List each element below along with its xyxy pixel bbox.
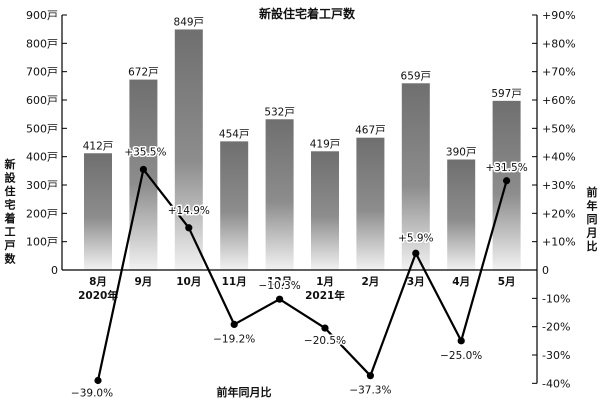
bar: [401, 83, 430, 271]
bar: [129, 79, 158, 270]
yoy-value-label: −10.3%: [259, 280, 301, 292]
category-label: 1月: [316, 276, 334, 288]
right-tick-label: -30%: [542, 349, 570, 362]
category-year-label: 2021年: [305, 289, 345, 302]
bar: [84, 153, 112, 270]
left-tick-label: 400戸: [26, 151, 58, 164]
bar: [447, 159, 476, 270]
left-tick-label: 500戸: [26, 122, 58, 135]
right-axis-title: 前年同月比: [586, 185, 598, 253]
bar: [220, 141, 249, 270]
category-label: 9月: [134, 276, 152, 288]
bar-value-label: 659戸: [401, 70, 432, 82]
labels-layer: 412戸 672戸 849戸 454戸 532戸 419戸 467戸 659戸 390戸 597戸…: [69, 16, 529, 401]
side-titles: 新設住宅着工戸数 前年同月比: [4, 157, 598, 266]
yoy-value-label: +35.5%: [124, 146, 166, 158]
yoy-point: [321, 324, 329, 332]
bar: [492, 100, 521, 270]
yoy-point: [185, 224, 193, 232]
axes-layer: 0 100戸 200戸 300戸 400戸 500戸 600戸 700戸 800戸 900戸 -40…: [26, 9, 576, 390]
category-label: 4月: [452, 276, 470, 288]
yoy-point: [139, 165, 147, 174]
bar-value-label: 467戸: [355, 125, 386, 137]
bar: [311, 151, 339, 270]
bar: [265, 119, 294, 271]
bars-layer: [84, 29, 521, 271]
left-tick-label: 900戸: [26, 9, 58, 22]
category-label: 3月: [407, 276, 425, 288]
right-tick-label: 0: [542, 264, 549, 277]
yoy-point: [230, 320, 238, 328]
yoy-line: [96, 168, 508, 381]
right-tick-label: +90%: [542, 9, 576, 22]
left-tick-label: 600戸: [26, 94, 58, 107]
bar-value-label: 412戸: [83, 140, 114, 152]
category-label: 8月: [89, 276, 107, 288]
left-tick-label: 200戸: [26, 207, 58, 220]
yoy-point: [503, 177, 511, 185]
right-tick-label: +50%: [542, 122, 576, 135]
yoy-value-label: −37.3%: [349, 385, 391, 397]
bar-value-label: 454戸: [219, 128, 250, 140]
bar-value-label: 849戸: [174, 16, 205, 28]
left-tick-label: 100戸: [26, 236, 58, 249]
chart-title: 新設住宅着工戸数: [259, 6, 356, 21]
bar-value-label: 419戸: [310, 138, 341, 150]
yoy-value-label: +5.9%: [398, 232, 433, 244]
bar: [356, 137, 385, 270]
right-tick-label: -40%: [542, 377, 570, 390]
category-label: 2月: [361, 276, 379, 288]
yoy-value-label: −39.0%: [71, 388, 113, 400]
right-tick-label: +80%: [542, 37, 576, 50]
left-axis-title: 新設住宅着工戸数: [4, 157, 17, 266]
left-tick-label: 700戸: [26, 66, 58, 79]
category-year-label: 2020年: [78, 289, 118, 302]
yoy-point: [457, 337, 465, 345]
right-tick-label: +30%: [542, 179, 576, 192]
x-axis-title: 前年同月比: [217, 385, 272, 399]
yoy-point: [412, 249, 420, 257]
category-label: 11月: [222, 276, 247, 288]
right-tick-label: -20%: [542, 321, 570, 334]
yoy-value-label: −20.5%: [304, 335, 346, 347]
right-tick-label: +10%: [542, 236, 576, 249]
category-label: 12月: [267, 276, 292, 288]
line-layer: [94, 165, 511, 385]
right-tick-label: +20%: [542, 207, 576, 220]
yoy-point: [366, 372, 374, 380]
left-tick-label: 0: [51, 264, 58, 277]
right-tick-label: -10%: [542, 292, 570, 305]
bar-value-label: 390戸: [446, 147, 477, 159]
yoy-value-label: −25.0%: [440, 350, 482, 362]
right-tick-label: +40%: [542, 151, 576, 164]
left-tick-label: 800戸: [26, 37, 58, 50]
yoy-point: [94, 376, 102, 385]
bar-value-label: 672戸: [128, 67, 159, 79]
right-tick-label: +60%: [542, 94, 576, 107]
yoy-point: [276, 295, 284, 303]
right-tick-label: +70%: [542, 66, 576, 79]
yoy-value-label: −19.2%: [213, 333, 255, 345]
category-label: 10月: [176, 276, 201, 288]
yoy-value-label: +14.9%: [168, 205, 210, 217]
yoy-value-label: +31.5%: [486, 162, 528, 174]
left-tick-label: 300戸: [26, 179, 58, 192]
bar-value-label: 532戸: [264, 106, 295, 118]
bar-value-label: 597戸: [491, 88, 522, 100]
bar: [174, 29, 203, 271]
category-label: 5月: [498, 276, 516, 288]
